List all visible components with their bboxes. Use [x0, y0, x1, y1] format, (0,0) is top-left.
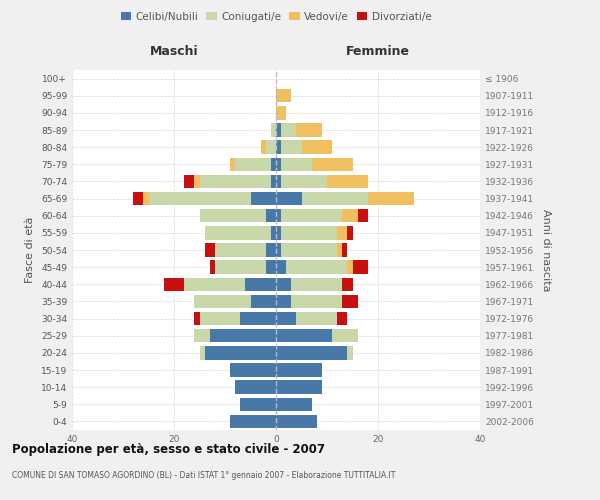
Bar [271, 174, 276, 188]
Bar [292, 294, 342, 308]
Bar [205, 346, 276, 360]
Bar [230, 158, 235, 171]
Bar [276, 226, 281, 239]
Bar [347, 226, 353, 239]
Bar [276, 209, 281, 222]
Bar [164, 278, 184, 291]
Bar [251, 294, 276, 308]
Bar [271, 226, 276, 239]
Bar [260, 140, 266, 154]
Bar [281, 226, 337, 239]
Bar [215, 244, 266, 256]
Bar [276, 140, 281, 154]
Bar [296, 312, 337, 326]
Bar [149, 192, 251, 205]
Y-axis label: Anni di nascita: Anni di nascita [541, 209, 551, 291]
Bar [302, 140, 332, 154]
Bar [276, 106, 286, 120]
Bar [281, 244, 337, 256]
Text: COMUNE DI SAN TOMASO AGORDINO (BL) - Dati ISTAT 1° gennaio 2007 - Elaborazione T: COMUNE DI SAN TOMASO AGORDINO (BL) - Dat… [12, 471, 395, 480]
Bar [276, 174, 281, 188]
Bar [332, 329, 358, 342]
Bar [210, 329, 276, 342]
Bar [276, 312, 296, 326]
Bar [235, 380, 276, 394]
Bar [342, 278, 353, 291]
Bar [240, 312, 276, 326]
Bar [194, 329, 210, 342]
Bar [342, 244, 347, 256]
Bar [266, 260, 276, 274]
Bar [358, 209, 368, 222]
Bar [215, 260, 266, 274]
Bar [281, 140, 302, 154]
Bar [276, 158, 281, 171]
Bar [199, 346, 205, 360]
Bar [368, 192, 414, 205]
Legend: Celibi/Nubili, Coniugati/e, Vedovi/e, Divorziati/e: Celibi/Nubili, Coniugati/e, Vedovi/e, Di… [116, 8, 436, 26]
Bar [230, 414, 276, 428]
Bar [281, 209, 342, 222]
Bar [199, 209, 266, 222]
Bar [184, 174, 194, 188]
Bar [276, 124, 281, 136]
Bar [342, 209, 358, 222]
Bar [281, 124, 296, 136]
Bar [292, 278, 342, 291]
Bar [276, 192, 302, 205]
Bar [281, 158, 312, 171]
Bar [276, 414, 317, 428]
Bar [266, 209, 276, 222]
Bar [337, 244, 342, 256]
Bar [194, 174, 199, 188]
Bar [276, 244, 281, 256]
Bar [266, 140, 276, 154]
Bar [251, 192, 276, 205]
Bar [353, 260, 368, 274]
Bar [276, 364, 322, 376]
Bar [194, 294, 251, 308]
Bar [276, 346, 347, 360]
Bar [296, 124, 322, 136]
Bar [276, 278, 292, 291]
Bar [205, 244, 215, 256]
Bar [271, 158, 276, 171]
Bar [205, 226, 271, 239]
Bar [184, 278, 245, 291]
Y-axis label: Fasce di età: Fasce di età [25, 217, 35, 283]
Bar [302, 192, 368, 205]
Bar [194, 312, 199, 326]
Bar [271, 124, 276, 136]
Bar [143, 192, 149, 205]
Bar [347, 260, 353, 274]
Bar [276, 294, 292, 308]
Text: Popolazione per età, sesso e stato civile - 2007: Popolazione per età, sesso e stato civil… [12, 442, 325, 456]
Bar [235, 158, 271, 171]
Bar [199, 174, 271, 188]
Bar [347, 346, 353, 360]
Bar [276, 329, 332, 342]
Bar [266, 244, 276, 256]
Bar [337, 226, 347, 239]
Bar [276, 260, 286, 274]
Bar [276, 89, 292, 102]
Bar [337, 312, 347, 326]
Bar [342, 294, 358, 308]
Bar [312, 158, 353, 171]
Bar [210, 260, 215, 274]
Bar [286, 260, 347, 274]
Bar [276, 398, 312, 411]
Text: Femmine: Femmine [346, 45, 410, 58]
Bar [230, 364, 276, 376]
Bar [276, 380, 322, 394]
Bar [245, 278, 276, 291]
Bar [133, 192, 143, 205]
Text: Maschi: Maschi [149, 45, 199, 58]
Bar [240, 398, 276, 411]
Bar [281, 174, 327, 188]
Bar [199, 312, 240, 326]
Bar [327, 174, 368, 188]
